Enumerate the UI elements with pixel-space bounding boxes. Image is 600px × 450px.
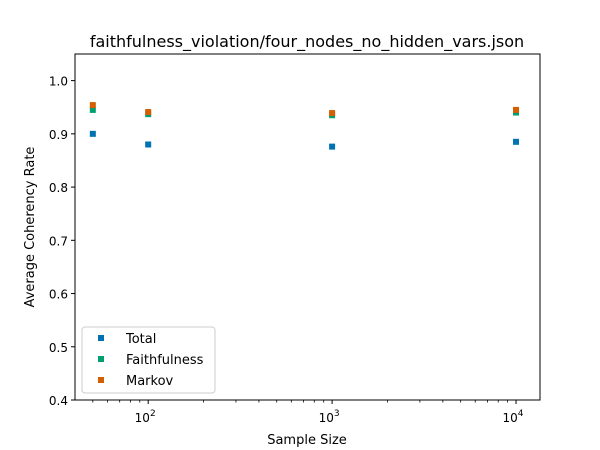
legend-box bbox=[81, 326, 216, 394]
y-tick-label: 0.4 bbox=[49, 394, 68, 408]
data-point bbox=[145, 109, 152, 116]
legend-marker bbox=[98, 377, 104, 383]
data-point bbox=[513, 138, 520, 145]
x-tick-label: 102 bbox=[135, 409, 156, 425]
y-tick-label: 0.9 bbox=[49, 128, 68, 142]
legend-marker bbox=[98, 356, 104, 362]
legend-label: Markov bbox=[126, 374, 174, 389]
data-point bbox=[513, 106, 520, 113]
legend-label: Faithfulness bbox=[126, 353, 204, 368]
y-tick-label: 1.0 bbox=[49, 75, 68, 89]
data-point bbox=[145, 141, 152, 148]
legend: Total Faithfulness Markov bbox=[81, 326, 216, 394]
x-axis: 102 103 104 bbox=[92, 400, 524, 425]
y-tick-label: 0.7 bbox=[49, 234, 68, 248]
x-tick-label: 103 bbox=[319, 409, 340, 425]
data-points bbox=[89, 102, 520, 150]
data-point bbox=[89, 106, 96, 113]
y-tick-label: 0.8 bbox=[49, 181, 68, 195]
legend-label: Total bbox=[125, 332, 156, 347]
data-point bbox=[89, 130, 96, 137]
data-point bbox=[329, 143, 336, 150]
series-markov bbox=[89, 102, 520, 117]
data-point bbox=[89, 102, 96, 109]
chart-title: faithfulness_violation/four_nodes_no_hid… bbox=[90, 32, 524, 52]
y-tick-label: 0.6 bbox=[49, 288, 68, 302]
y-tick-label: 0.5 bbox=[49, 341, 68, 355]
data-point bbox=[329, 110, 336, 117]
legend-marker bbox=[98, 335, 104, 341]
x-tick-label: 104 bbox=[503, 409, 524, 425]
x-axis-label: Sample Size bbox=[267, 433, 347, 448]
y-axis: 0.4 0.5 0.6 0.7 0.8 0.9 1.0 bbox=[49, 75, 75, 408]
series-total bbox=[89, 130, 520, 150]
y-axis-label: Average Coherency Rate bbox=[23, 147, 38, 308]
